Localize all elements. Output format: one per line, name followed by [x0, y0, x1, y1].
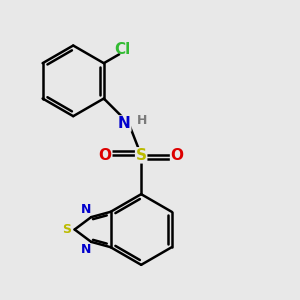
Text: O: O	[99, 148, 112, 163]
Text: Cl: Cl	[114, 42, 130, 57]
Text: O: O	[171, 148, 184, 163]
Text: H: H	[137, 114, 147, 127]
Text: N: N	[81, 243, 91, 256]
Text: N: N	[81, 203, 91, 216]
Text: S: S	[136, 148, 147, 163]
Text: N: N	[118, 116, 131, 131]
Text: S: S	[62, 223, 71, 236]
